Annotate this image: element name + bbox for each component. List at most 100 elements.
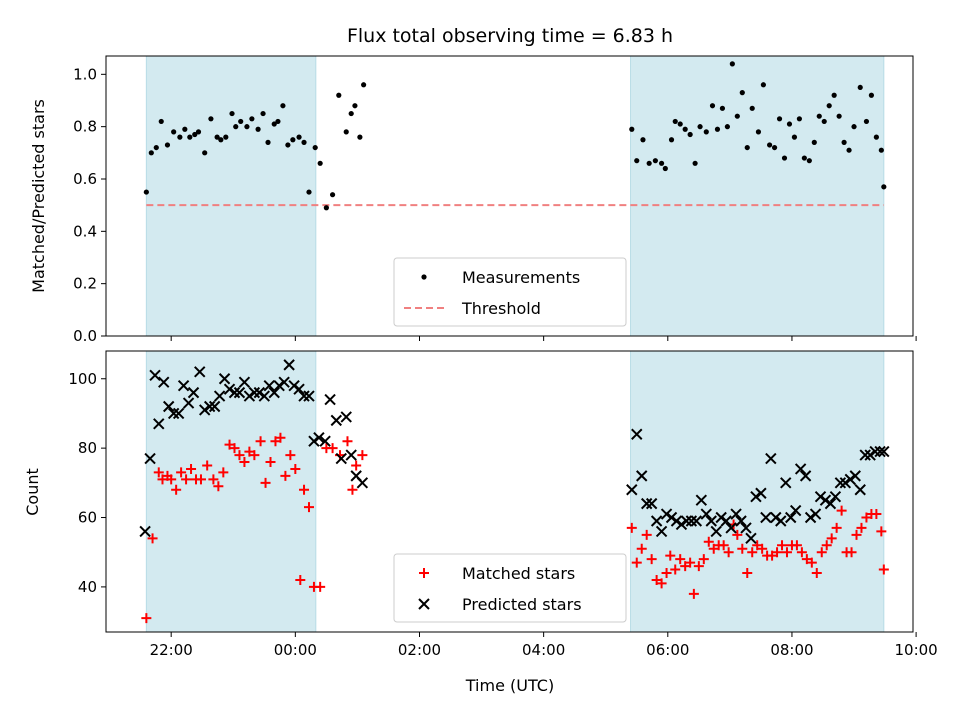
data-point <box>844 473 857 486</box>
data-point <box>171 129 177 135</box>
data-point <box>873 134 879 140</box>
data-point <box>859 449 871 461</box>
legend-label: Threshold <box>461 299 541 318</box>
data-point <box>260 110 266 117</box>
data-point <box>725 522 737 534</box>
data-point <box>323 205 329 211</box>
data-point <box>636 470 648 482</box>
data-point <box>819 494 832 506</box>
data-point <box>829 490 842 503</box>
legend-marker <box>418 598 430 610</box>
data-point <box>776 116 783 122</box>
data-point <box>347 484 358 495</box>
data-point <box>260 477 271 488</box>
data-point <box>677 121 683 127</box>
data-point <box>670 515 683 527</box>
data-point <box>208 474 219 485</box>
data-point <box>719 105 726 111</box>
y-tick-label: 100 <box>68 370 97 388</box>
data-point <box>303 502 314 513</box>
data-point <box>249 450 260 461</box>
data-point <box>730 508 742 520</box>
data-point <box>806 557 817 568</box>
data-point <box>687 131 693 138</box>
data-point <box>324 393 336 406</box>
data-point <box>158 118 164 125</box>
data-point <box>208 400 221 413</box>
bottom-y-axis-label: Count <box>23 468 42 516</box>
data-point <box>851 529 862 540</box>
y-tick-label: 1.0 <box>73 65 97 83</box>
panel-count: 40 60 80 100 22:00 00:00 02:00 04:00 06:00 08:00 1… <box>68 350 938 659</box>
data-point <box>640 497 653 510</box>
data-point <box>771 144 778 151</box>
data-point <box>665 511 678 524</box>
data-point <box>202 460 213 471</box>
data-point <box>265 457 276 468</box>
data-point <box>177 379 190 392</box>
x-tick-label: 02:00 <box>398 641 441 659</box>
data-point <box>831 522 842 533</box>
data-point <box>857 84 863 91</box>
y-tick-label: 40 <box>78 578 97 596</box>
data-point <box>229 110 235 117</box>
data-point <box>703 536 714 547</box>
top-y-axis-label: Matched/Predicted stars <box>29 99 48 293</box>
data-point <box>735 515 747 527</box>
data-point <box>626 484 638 496</box>
data-point <box>809 508 822 520</box>
y-tick-label: 0.8 <box>73 118 97 136</box>
data-point <box>141 613 152 624</box>
data-point <box>271 121 277 127</box>
data-point <box>177 134 183 140</box>
data-point <box>144 452 156 465</box>
data-point <box>301 139 307 145</box>
data-point <box>295 574 306 585</box>
data-point <box>335 452 347 465</box>
data-point <box>826 533 837 544</box>
y-tick-label: 0.6 <box>73 170 97 188</box>
data-point <box>330 414 343 427</box>
data-point <box>665 550 676 561</box>
legend-label: Matched stars <box>462 564 575 583</box>
legend-box <box>393 257 627 327</box>
data-point <box>290 137 296 143</box>
data-point <box>280 470 291 481</box>
data-point <box>149 369 161 381</box>
data-point <box>655 525 668 538</box>
data-point <box>340 411 352 423</box>
data-point <box>750 490 762 503</box>
data-point <box>685 557 696 568</box>
data-point <box>234 450 245 461</box>
data-point <box>656 578 667 589</box>
data-point <box>714 126 721 132</box>
data-point <box>876 526 887 537</box>
data-point <box>668 137 675 143</box>
series-predicted-stars <box>139 359 890 545</box>
data-point <box>258 390 271 402</box>
data-point <box>218 137 224 143</box>
data-point <box>724 124 730 130</box>
data-point <box>863 118 870 125</box>
data-point <box>705 515 717 527</box>
data-point <box>846 547 857 558</box>
data-point <box>187 386 200 399</box>
data-point <box>685 515 698 527</box>
data-point <box>826 103 832 109</box>
data-point <box>695 494 708 506</box>
data-point <box>357 134 363 140</box>
data-point <box>296 134 302 140</box>
data-point <box>213 481 224 492</box>
y-tick-label: 60 <box>78 509 97 527</box>
data-point <box>308 435 320 447</box>
data-point <box>856 522 867 533</box>
data-point <box>851 124 857 130</box>
data-point <box>652 158 658 164</box>
data-point <box>306 189 312 195</box>
legend-marker <box>421 274 427 280</box>
data-point <box>878 564 889 575</box>
data-point <box>744 144 750 151</box>
data-point <box>153 418 165 430</box>
data-point <box>742 568 753 579</box>
